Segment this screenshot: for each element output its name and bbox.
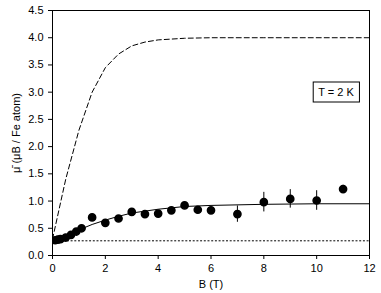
- svg-text:B (T): B (T): [199, 278, 223, 290]
- svg-text:2: 2: [102, 262, 108, 274]
- svg-text:1.0: 1.0: [28, 195, 43, 207]
- svg-text:4.0: 4.0: [28, 31, 43, 43]
- svg-text:2.5: 2.5: [28, 113, 43, 125]
- svg-text:3.0: 3.0: [28, 86, 43, 98]
- svg-text:4.5: 4.5: [28, 4, 43, 16]
- svg-text:3.5: 3.5: [28, 58, 43, 70]
- svg-text:T = 2 K: T = 2 K: [318, 86, 354, 98]
- svg-text:4: 4: [155, 262, 161, 274]
- svg-text:0.0: 0.0: [28, 249, 43, 261]
- svg-text:0.5: 0.5: [28, 222, 43, 234]
- svg-text:2.0: 2.0: [28, 140, 43, 152]
- svg-text:8: 8: [261, 262, 267, 274]
- svg-text:10: 10: [311, 262, 323, 274]
- svg-text:1.5: 1.5: [28, 167, 43, 179]
- svg-text:12: 12: [363, 262, 375, 274]
- svg-text:6: 6: [208, 262, 214, 274]
- svg-text:0: 0: [49, 262, 55, 274]
- svg-text:μ̄ (μB / Fe atom): μ̄ (μB / Fe atom): [10, 93, 22, 173]
